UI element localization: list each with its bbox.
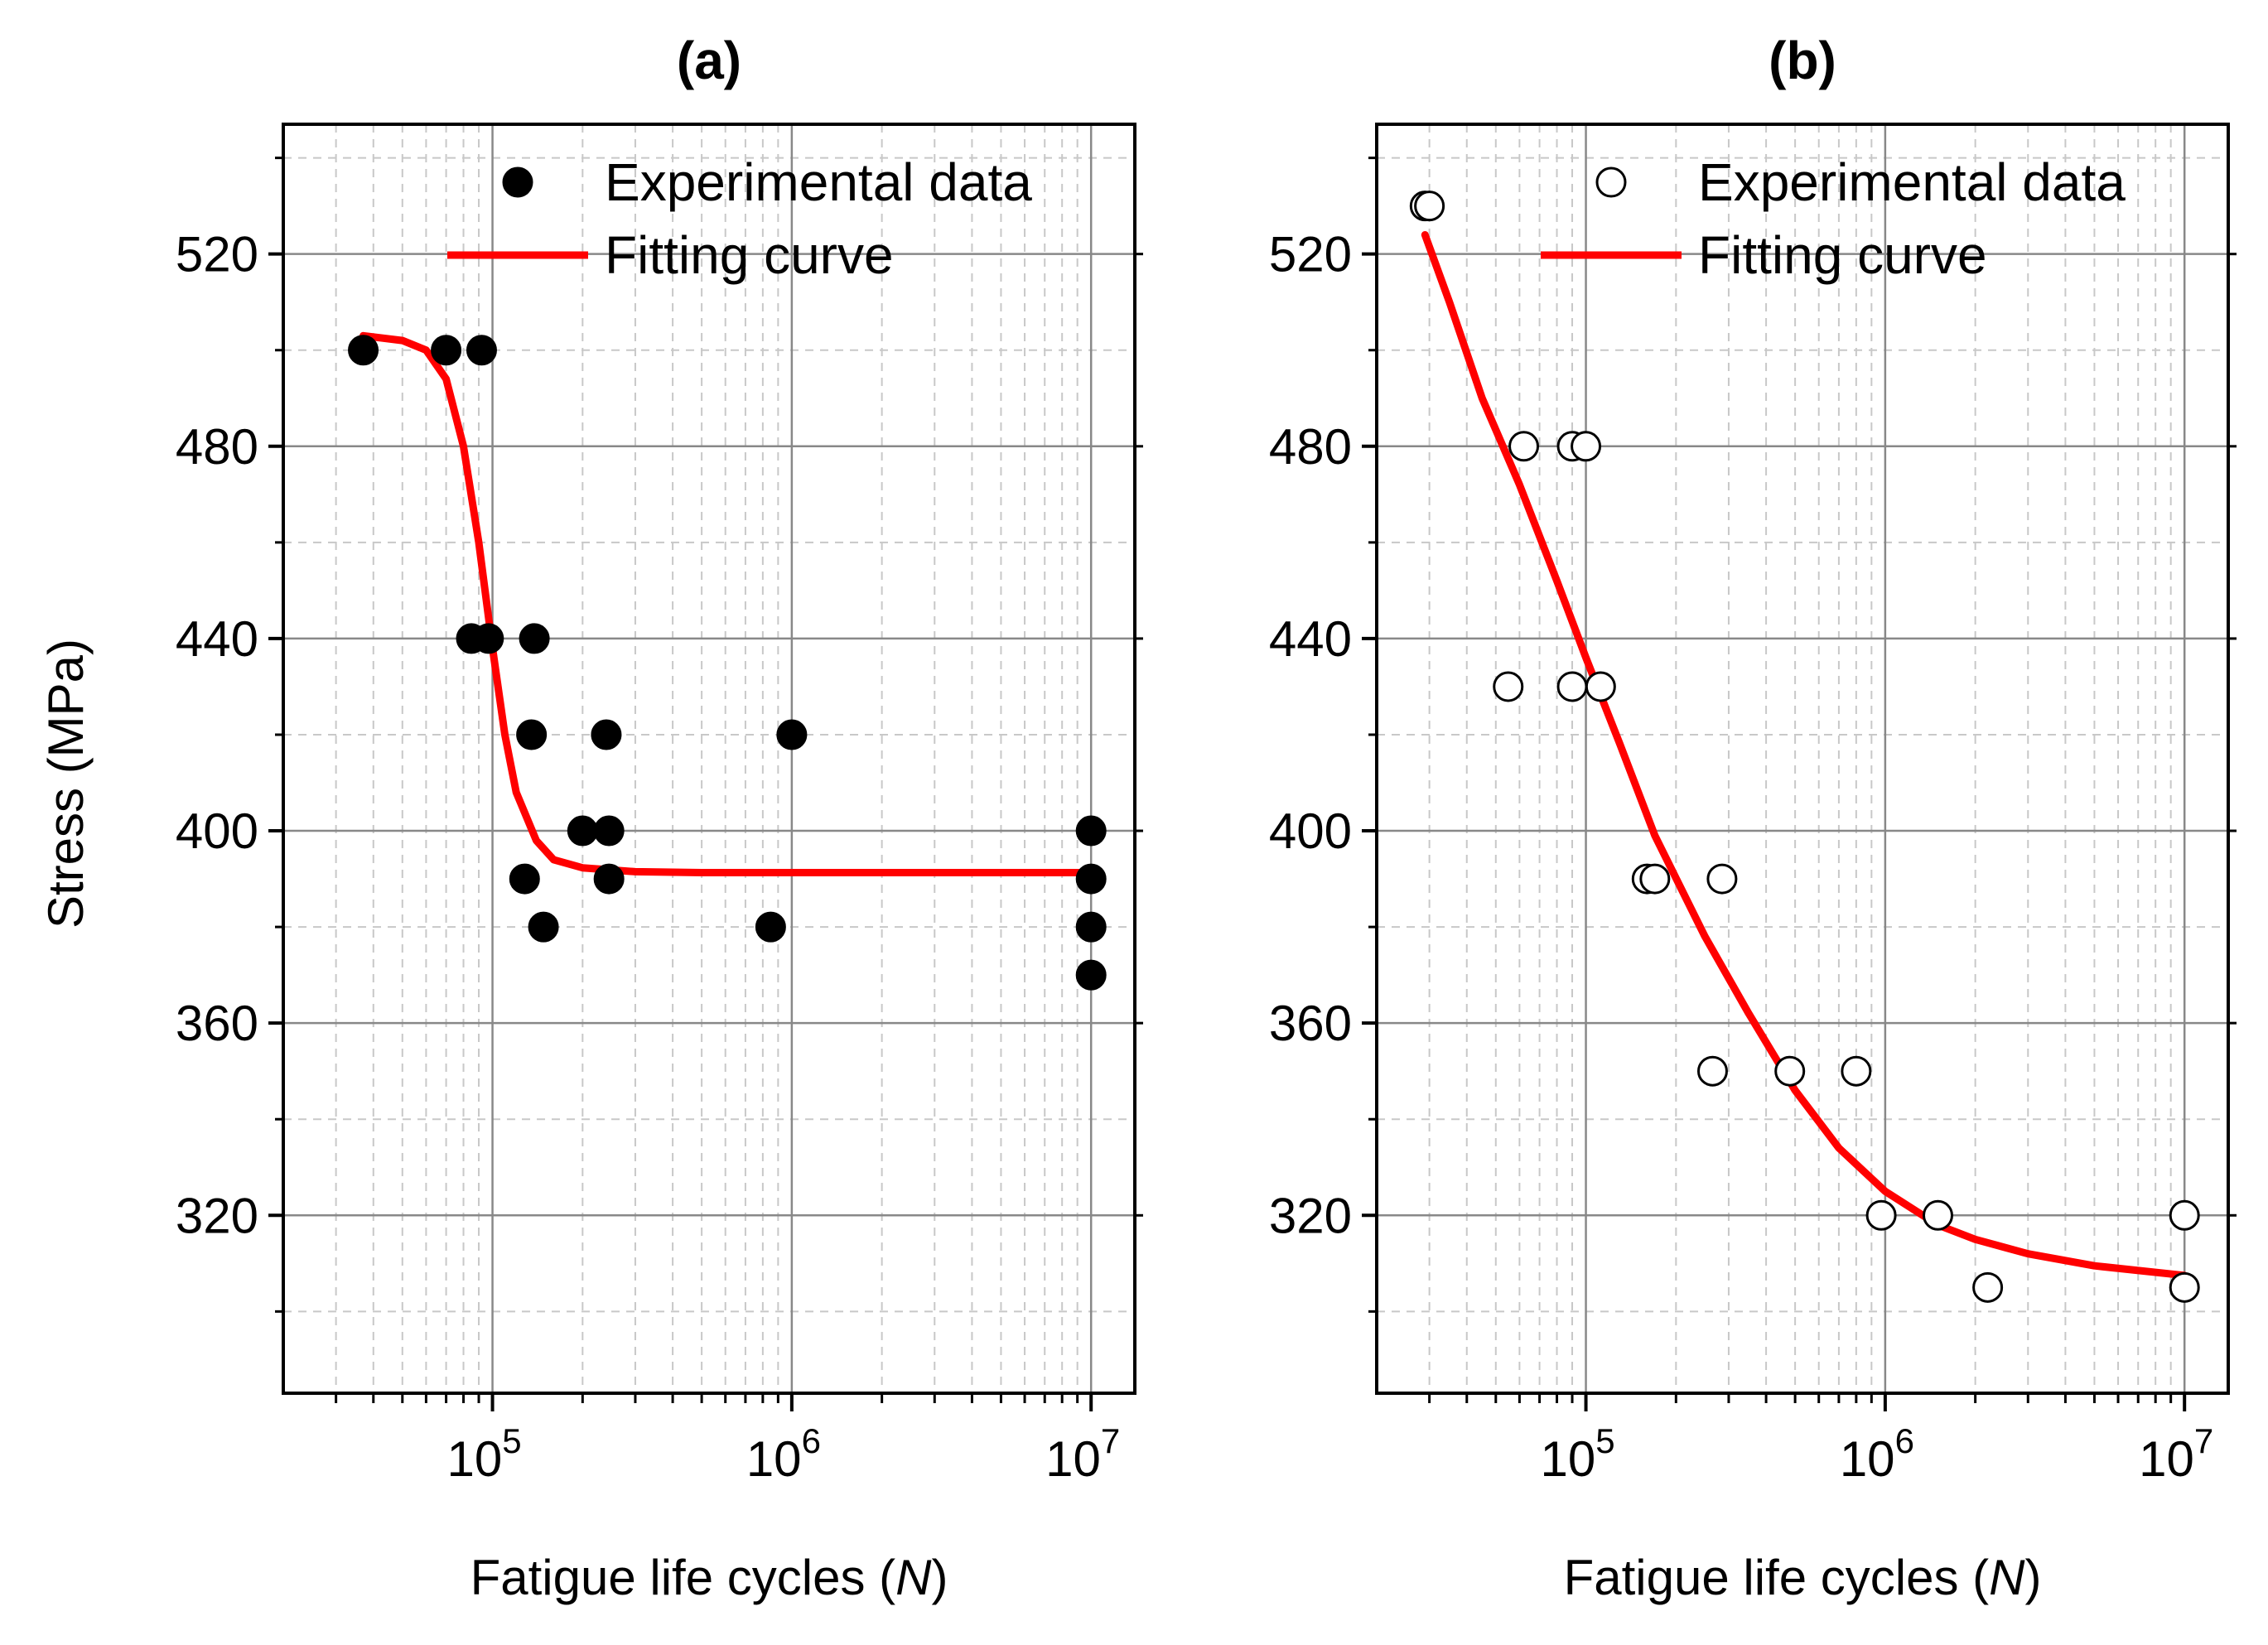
x-axis-label: Fatigue life cycles (N)	[1564, 1550, 2042, 1605]
data-point	[1841, 1055, 1872, 1087]
fitting-curve-line	[360, 331, 1095, 876]
data-point	[591, 719, 622, 750]
y-tick-label: 400	[1269, 803, 1352, 859]
y-tick-label: 480	[176, 419, 258, 475]
legend: Experimental data Fitting curve	[1541, 152, 2126, 285]
data-point	[509, 863, 540, 895]
plot-frame	[1375, 123, 2230, 1395]
y-tick-label: 360	[176, 996, 258, 1051]
plot-frame	[282, 123, 1136, 1395]
data-point	[1075, 911, 1107, 943]
fitting-curve-line	[1421, 231, 2188, 1280]
data-point	[776, 719, 808, 750]
data-point	[1865, 1199, 1897, 1231]
data-point	[519, 623, 550, 654]
data-point	[1075, 863, 1107, 895]
x-tick-exponent: 6	[802, 1421, 821, 1460]
y-tick-label: 480	[1269, 419, 1352, 475]
x-axis-label-variable: N	[895, 1550, 932, 1605]
data-point	[593, 815, 625, 847]
x-tick-label: 106	[746, 1421, 821, 1487]
data-point	[473, 623, 504, 654]
data-point	[1972, 1271, 2004, 1303]
y-tick-label: 400	[176, 803, 258, 859]
legend-label: Fitting curve	[1698, 225, 1987, 285]
x-tick-exponent: 7	[1101, 1421, 1120, 1460]
y-tick-label: 520	[1269, 227, 1352, 282]
x-axis-label-close: )	[2024, 1550, 2041, 1605]
x-axis-label-text: Fatigue life cycles (	[470, 1550, 896, 1605]
data-point	[1706, 863, 1738, 895]
x-tick-label: 107	[2139, 1421, 2213, 1487]
legend-label: Experimental data	[605, 152, 1032, 212]
legend-marker-swatch	[502, 166, 533, 198]
x-tick-label: 105	[1540, 1421, 1614, 1487]
experimental-points	[1409, 191, 2200, 1303]
data-point	[348, 335, 379, 366]
legend-marker-swatch	[1595, 166, 1627, 198]
x-tick-label: 105	[446, 1421, 521, 1487]
x-tick-exponent: 5	[1595, 1421, 1614, 1460]
data-point	[1585, 671, 1616, 702]
x-tick-exponent: 7	[2194, 1421, 2213, 1460]
legend: Experimental data Fitting curve	[447, 152, 1032, 285]
data-point	[2169, 1271, 2200, 1303]
y-tick-label: 440	[1269, 611, 1352, 667]
data-point	[516, 719, 548, 750]
data-point	[1696, 1055, 1728, 1087]
y-axis-label: Stress (MPa)	[38, 639, 94, 929]
y-tick-label: 520	[176, 227, 258, 282]
data-point	[1774, 1055, 1806, 1087]
data-point	[1556, 671, 1588, 702]
data-point	[1508, 431, 1540, 462]
panel-title: (a)	[677, 31, 741, 90]
x-axis-label-close: )	[931, 1550, 948, 1605]
data-point	[466, 335, 497, 366]
y-tick-label: 320	[1269, 1188, 1352, 1243]
data-point	[1639, 863, 1671, 895]
x-tick-label: 106	[1840, 1421, 1914, 1487]
grid	[1377, 124, 2228, 1393]
grid	[283, 124, 1135, 1393]
data-point	[1075, 815, 1107, 847]
data-point	[431, 335, 462, 366]
data-point	[593, 863, 625, 895]
legend-label: Fitting curve	[605, 225, 894, 285]
data-point	[567, 815, 598, 847]
panel-b-chart: 320 360 400 440 480 520 105 106 107 Fatigue life …	[1269, 31, 2237, 1605]
panel-title: (b)	[1769, 31, 1836, 90]
data-point	[1493, 671, 1524, 702]
x-axis-label-text: Fatigue life cycles (	[1564, 1550, 1990, 1605]
legend-label: Experimental data	[1698, 152, 2126, 212]
data-point	[1414, 191, 1445, 222]
panel-a-chart: 320 360 400 440 480 520 105 106 107 Fatigue life …	[38, 31, 1143, 1605]
data-point	[2169, 1199, 2200, 1231]
data-point	[1571, 431, 1602, 462]
x-tick-label: 107	[1045, 1421, 1120, 1487]
x-tick-exponent: 5	[502, 1421, 521, 1460]
data-point	[528, 911, 559, 943]
x-axis-label-variable: N	[1989, 1550, 2025, 1605]
data-point	[1075, 959, 1107, 991]
experimental-points	[348, 335, 1107, 991]
y-tick-label: 440	[176, 611, 258, 667]
x-tick-exponent: 6	[1895, 1421, 1914, 1460]
data-point	[755, 911, 786, 943]
y-tick-label: 320	[176, 1188, 258, 1243]
x-axis-label: Fatigue life cycles (N)	[470, 1550, 948, 1605]
y-tick-label: 360	[1269, 996, 1352, 1051]
data-point	[1923, 1199, 1954, 1231]
